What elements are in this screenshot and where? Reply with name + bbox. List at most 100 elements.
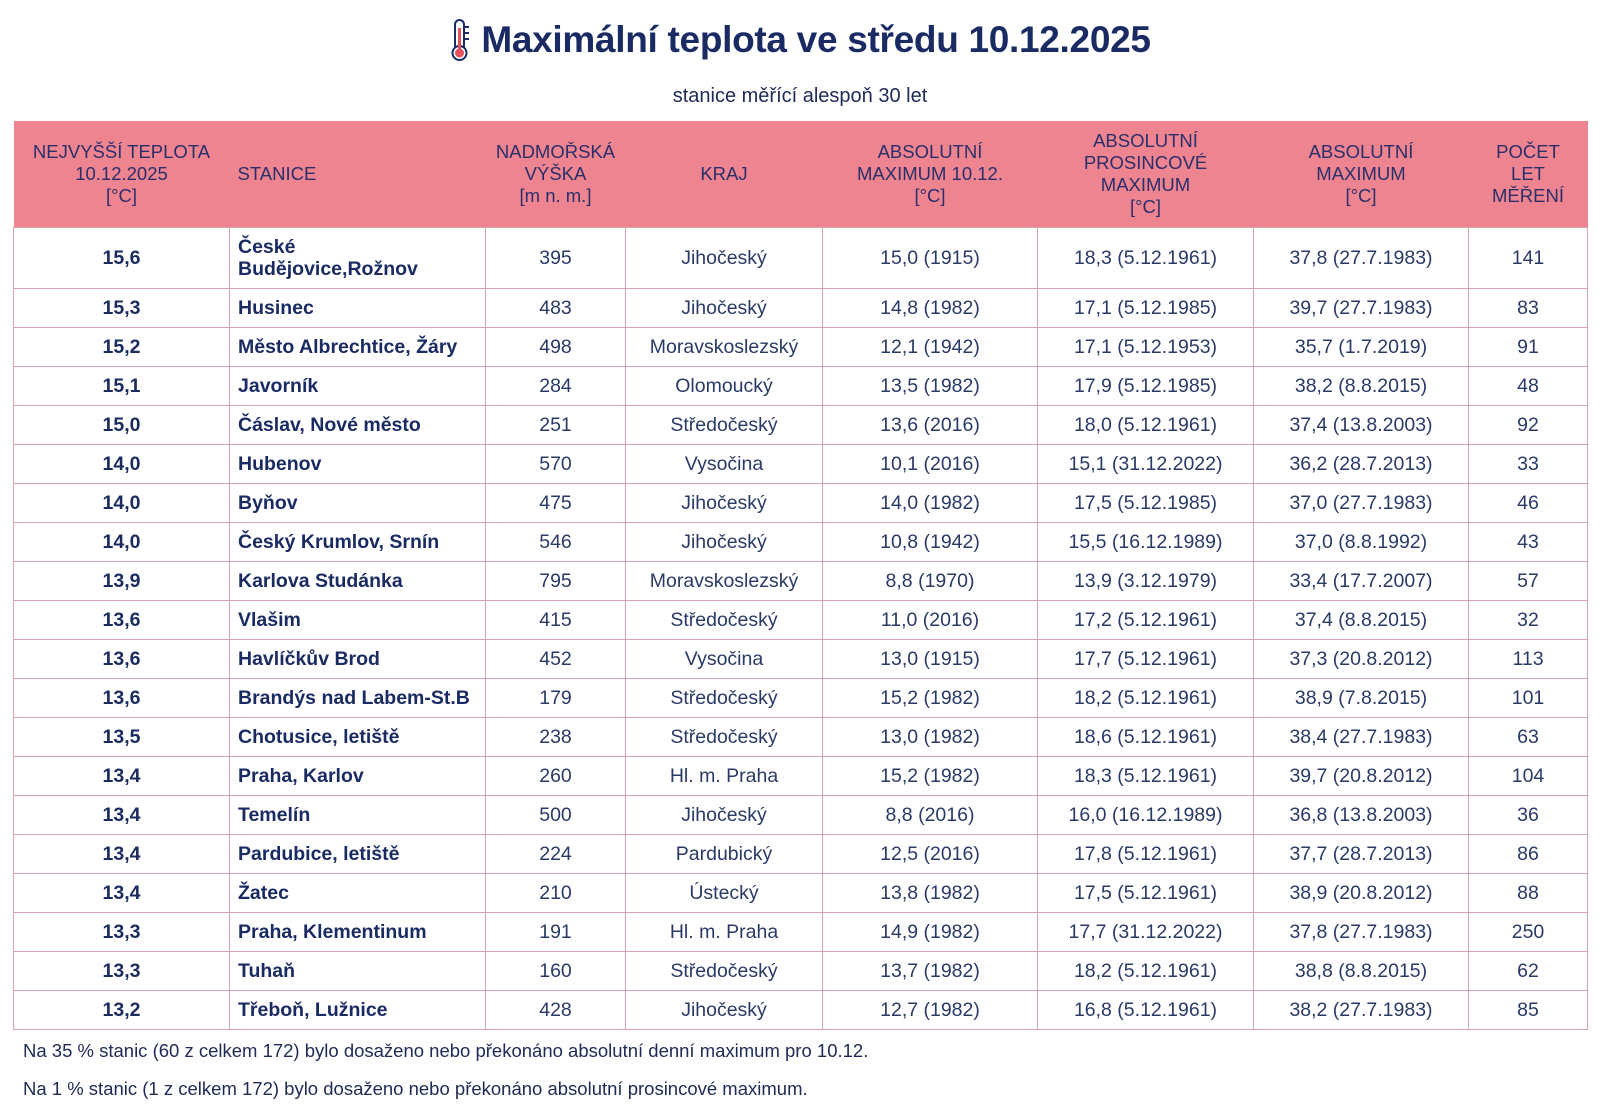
table-row: 13,5 Chotusice, letiště 238 Středočeský 13,0…	[13, 717, 1588, 757]
cell-station: Město Albrechtice, Žáry	[229, 327, 486, 367]
table-row: 14,0 Byňov 475 Jihočeský 14,0 (1982) 17,5 (5.…	[13, 483, 1588, 523]
cell-abs-max-december: 18,2 (5.12.1961)	[1037, 951, 1254, 991]
cell-abs-max-december: 15,5 (16.12.1989)	[1037, 522, 1254, 562]
cell-abs-max-day: 15,2 (1982)	[822, 678, 1038, 718]
cell-abs-max: 38,4 (27.7.1983)	[1253, 717, 1469, 757]
cell-abs-max-december: 18,0 (5.12.1961)	[1037, 405, 1254, 445]
temperature-table: NEJVYŠŠÍ TEPLOTA 10.12.2025 [°C] STANICE NAD…	[13, 121, 1588, 1030]
cell-years: 33	[1468, 444, 1588, 484]
table-body: 15,6 České Budějovice,Rožnov 395 Jihočeský 15…	[13, 227, 1588, 1030]
cell-abs-max: 33,4 (17.7.2007)	[1253, 561, 1469, 601]
cell-altitude: 224	[485, 834, 626, 874]
cell-station: Žatec	[229, 873, 486, 913]
cell-altitude: 795	[485, 561, 626, 601]
cell-max-temp: 14,0	[13, 483, 230, 523]
cell-abs-max-december: 17,8 (5.12.1961)	[1037, 834, 1254, 874]
cell-abs-max-december: 18,6 (5.12.1961)	[1037, 717, 1254, 757]
cell-region: Jihočeský	[625, 227, 823, 289]
table-row: 15,3 Husinec 483 Jihočeský 14,8 (1982) 17,1 (…	[13, 288, 1588, 328]
table-row: 13,9 Karlova Studánka 795 Moravskoslezský 8,…	[13, 561, 1588, 601]
cell-abs-max: 38,2 (8.8.2015)	[1253, 366, 1469, 406]
table-row: 13,6 Brandýs nad Labem-St.B 179 Středočeský…	[13, 678, 1588, 718]
cell-abs-max-day: 10,8 (1942)	[822, 522, 1038, 562]
cell-altitude: 395	[485, 227, 626, 289]
cell-abs-max: 38,2 (27.7.1983)	[1253, 990, 1469, 1030]
header-col-max-temp: NEJVYŠŠÍ TEPLOTA 10.12.2025 [°C]	[13, 121, 230, 228]
cell-years: 36	[1468, 795, 1588, 835]
cell-abs-max-day: 13,5 (1982)	[822, 366, 1038, 406]
cell-abs-max: 39,7 (27.7.1983)	[1253, 288, 1469, 328]
cell-max-temp: 15,2	[13, 327, 230, 367]
cell-years: 48	[1468, 366, 1588, 406]
cell-station: Pardubice, letiště	[229, 834, 486, 874]
cell-station: Čáslav, Nové město	[229, 405, 486, 445]
cell-altitude: 260	[485, 756, 626, 796]
cell-abs-max-day: 14,0 (1982)	[822, 483, 1038, 523]
cell-max-temp: 13,4	[13, 834, 230, 874]
cell-abs-max: 39,7 (20.8.2012)	[1253, 756, 1469, 796]
cell-abs-max-december: 17,9 (5.12.1985)	[1037, 366, 1254, 406]
cell-region: Hl. m. Praha	[625, 756, 823, 796]
cell-altitude: 475	[485, 483, 626, 523]
cell-abs-max-day: 8,8 (1970)	[822, 561, 1038, 601]
table-row: 15,6 České Budějovice,Rožnov 395 Jihočeský 15…	[13, 227, 1588, 289]
cell-years: 46	[1468, 483, 1588, 523]
table-row: 13,3 Tuhaň 160 Středočeský 13,7 (1982) 18,2 (…	[13, 951, 1588, 991]
cell-abs-max-december: 17,1 (5.12.1985)	[1037, 288, 1254, 328]
cell-region: Olomoucký	[625, 366, 823, 406]
cell-abs-max: 38,9 (7.8.2015)	[1253, 678, 1469, 718]
cell-station: Havlíčkův Brod	[229, 639, 486, 679]
cell-abs-max: 36,2 (28.7.2013)	[1253, 444, 1469, 484]
cell-abs-max: 37,3 (20.8.2012)	[1253, 639, 1469, 679]
header-col-station: STANICE	[229, 121, 486, 228]
cell-abs-max: 37,0 (27.7.1983)	[1253, 483, 1469, 523]
cell-max-temp: 14,0	[13, 444, 230, 484]
cell-abs-max: 37,0 (8.8.1992)	[1253, 522, 1469, 562]
cell-max-temp: 13,4	[13, 873, 230, 913]
cell-station: Třeboň, Lužnice	[229, 990, 486, 1030]
cell-station: Husinec	[229, 288, 486, 328]
cell-abs-max-december: 18,3 (5.12.1961)	[1037, 227, 1254, 289]
cell-max-temp: 15,0	[13, 405, 230, 445]
cell-abs-max-day: 12,7 (1982)	[822, 990, 1038, 1030]
title-block: Maximální teplota ve středu 10.12.2025	[0, 18, 1600, 67]
cell-altitude: 210	[485, 873, 626, 913]
header-col-abs-max: ABSOLUTNÍ MAXIMUM [°C]	[1253, 121, 1469, 228]
footnote-december-max: Na 1 % stanic (1 z celkem 172) bylo dosa…	[23, 1078, 808, 1099]
cell-abs-max-december: 17,7 (5.12.1961)	[1037, 639, 1254, 679]
cell-station: Vlašim	[229, 600, 486, 640]
cell-years: 85	[1468, 990, 1588, 1030]
cell-region: Středočeský	[625, 951, 823, 991]
cell-max-temp: 15,1	[13, 366, 230, 406]
header-col-abs-max-day: ABSOLUTNÍ MAXIMUM 10.12. [°C]	[822, 121, 1038, 228]
cell-abs-max: 37,8 (27.7.1983)	[1253, 227, 1469, 289]
cell-region: Vysočina	[625, 639, 823, 679]
cell-max-temp: 13,3	[13, 912, 230, 952]
cell-max-temp: 13,5	[13, 717, 230, 757]
cell-abs-max-day: 13,0 (1982)	[822, 717, 1038, 757]
cell-station: Praha, Klementinum	[229, 912, 486, 952]
page-title-row: Maximální teplota ve středu 10.12.2025	[449, 18, 1151, 62]
cell-max-temp: 13,2	[13, 990, 230, 1030]
cell-abs-max: 36,8 (13.8.2003)	[1253, 795, 1469, 835]
cell-region: Jihočeský	[625, 795, 823, 835]
cell-altitude: 191	[485, 912, 626, 952]
cell-altitude: 428	[485, 990, 626, 1030]
cell-station: Český Krumlov, Srnín	[229, 522, 486, 562]
table-row: 15,2 Město Albrechtice, Žáry 498 Moravskosl…	[13, 327, 1588, 367]
cell-abs-max-december: 16,8 (5.12.1961)	[1037, 990, 1254, 1030]
cell-abs-max-day: 13,6 (2016)	[822, 405, 1038, 445]
cell-region: Jihočeský	[625, 990, 823, 1030]
cell-abs-max-december: 17,7 (31.12.2022)	[1037, 912, 1254, 952]
cell-altitude: 570	[485, 444, 626, 484]
cell-abs-max-december: 17,1 (5.12.1953)	[1037, 327, 1254, 367]
cell-altitude: 483	[485, 288, 626, 328]
cell-max-temp: 13,9	[13, 561, 230, 601]
cell-altitude: 415	[485, 600, 626, 640]
footnotes: Na 35 % stanic (60 z celkem 172) bylo do…	[23, 1040, 868, 1116]
cell-years: 32	[1468, 600, 1588, 640]
cell-abs-max: 37,8 (27.7.1983)	[1253, 912, 1469, 952]
cell-altitude: 284	[485, 366, 626, 406]
cell-years: 141	[1468, 227, 1588, 289]
cell-altitude: 498	[485, 327, 626, 367]
